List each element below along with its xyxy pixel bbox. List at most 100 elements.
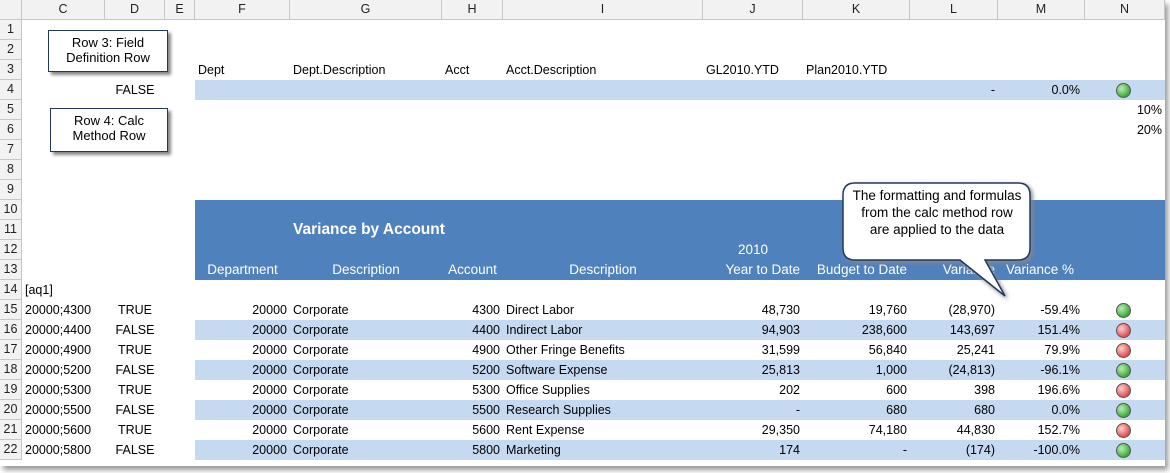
cell[interactable]: Plan2010.YTD bbox=[806, 63, 888, 77]
cell[interactable]: GL2010.YTD bbox=[706, 63, 779, 77]
row-header[interactable]: 1 bbox=[0, 20, 22, 40]
cell[interactable]: - bbox=[795, 403, 800, 417]
column-header[interactable]: C bbox=[22, 0, 105, 20]
cell[interactable]: -96.1% bbox=[1040, 363, 1080, 377]
cell[interactable]: Corporate bbox=[293, 343, 349, 357]
cell[interactable]: Variance bbox=[942, 262, 995, 277]
cell[interactable]: 94,903 bbox=[761, 323, 800, 337]
cell[interactable]: Dept bbox=[198, 63, 225, 77]
cell[interactable]: 56,840 bbox=[868, 343, 907, 357]
cell[interactable]: 20000;5200 bbox=[25, 363, 92, 377]
cell[interactable]: 25,813 bbox=[761, 363, 800, 377]
cell[interactable]: Software Expense bbox=[506, 363, 608, 377]
cell[interactable]: Rent Expense bbox=[506, 423, 585, 437]
column-header[interactable]: M bbox=[998, 0, 1085, 20]
cell[interactable]: Description bbox=[332, 262, 400, 277]
cell[interactable]: (174) bbox=[965, 443, 995, 457]
cell[interactable]: 48,730 bbox=[761, 303, 800, 317]
cell[interactable]: 20000 bbox=[252, 323, 287, 337]
cell[interactable]: 74,180 bbox=[868, 423, 907, 437]
cell[interactable]: 151.4% bbox=[1037, 323, 1080, 337]
cell[interactable]: 20000;5500 bbox=[25, 403, 92, 417]
cell[interactable]: 20000;4300 bbox=[25, 303, 92, 317]
cell[interactable]: FALSE bbox=[115, 403, 155, 417]
cell[interactable]: 143,697 bbox=[949, 323, 995, 337]
cell[interactable]: -59.4% bbox=[1040, 303, 1080, 317]
cell[interactable]: 4300 bbox=[472, 303, 500, 317]
cell[interactable]: 20000;4400 bbox=[25, 323, 92, 337]
cell[interactable]: 680 bbox=[974, 403, 995, 417]
cell[interactable]: 238,600 bbox=[861, 323, 907, 337]
row-header[interactable]: 10 bbox=[0, 200, 22, 220]
cell[interactable]: 29,350 bbox=[761, 423, 800, 437]
cell[interactable]: FALSE bbox=[115, 83, 155, 97]
cell[interactable]: 5800 bbox=[472, 443, 500, 457]
row-header[interactable]: 6 bbox=[0, 120, 22, 140]
cell[interactable]: 19,760 bbox=[868, 303, 907, 317]
cell[interactable]: Corporate bbox=[293, 443, 349, 457]
cell[interactable]: 0.0% bbox=[1051, 403, 1081, 417]
column-header[interactable]: J bbox=[703, 0, 803, 20]
row-header[interactable]: 4 bbox=[0, 80, 22, 100]
cell[interactable]: 10% bbox=[1136, 103, 1162, 117]
cell[interactable]: 398 bbox=[974, 383, 995, 397]
cell[interactable]: 79.9% bbox=[1044, 343, 1080, 357]
cell[interactable]: - bbox=[902, 443, 907, 457]
cell[interactable]: Other Fringe Benefits bbox=[506, 343, 625, 357]
cell[interactable]: 20000 bbox=[252, 443, 287, 457]
cell[interactable]: 4900 bbox=[472, 343, 500, 357]
row-header[interactable]: 8 bbox=[0, 160, 22, 180]
cell[interactable]: 1,000 bbox=[875, 363, 907, 377]
cell[interactable]: Corporate bbox=[293, 303, 349, 317]
row-header[interactable]: 20 bbox=[0, 400, 22, 420]
row-header[interactable]: 15 bbox=[0, 300, 22, 320]
cell[interactable]: Corporate bbox=[293, 403, 349, 417]
cell[interactable]: 20000;5300 bbox=[25, 383, 92, 397]
row-header[interactable]: 19 bbox=[0, 380, 22, 400]
cell[interactable]: -100.0% bbox=[1033, 443, 1080, 457]
row-header[interactable]: 12 bbox=[0, 240, 22, 260]
cell[interactable]: 20000 bbox=[252, 343, 287, 357]
cell[interactable]: 20000 bbox=[252, 403, 287, 417]
column-header[interactable]: K bbox=[803, 0, 910, 20]
cell[interactable]: 20000 bbox=[252, 383, 287, 397]
cell[interactable]: 196.6% bbox=[1037, 383, 1080, 397]
row-header[interactable]: 21 bbox=[0, 420, 22, 440]
cell[interactable]: FALSE bbox=[115, 363, 155, 377]
cell[interactable]: Corporate bbox=[293, 363, 349, 377]
cell[interactable]: Corporate bbox=[293, 423, 349, 437]
cell[interactable]: 2010 bbox=[737, 242, 769, 257]
cell[interactable]: Variance by Account bbox=[293, 221, 445, 238]
cell[interactable]: Direct Labor bbox=[506, 303, 575, 317]
cell[interactable]: Account bbox=[448, 262, 497, 277]
cell[interactable]: 20000;5800 bbox=[25, 443, 92, 457]
cell[interactable]: 20000 bbox=[252, 363, 287, 377]
cell[interactable]: Variance % bbox=[1006, 262, 1075, 277]
cell[interactable]: Dept.Description bbox=[293, 63, 386, 77]
cell[interactable]: Office Supplies bbox=[506, 383, 590, 397]
column-header[interactable]: D bbox=[105, 0, 165, 20]
cell[interactable]: TRUE bbox=[117, 383, 153, 397]
column-header[interactable]: E bbox=[165, 0, 195, 20]
cell[interactable]: FALSE bbox=[115, 323, 155, 337]
cell[interactable]: Marketing bbox=[506, 443, 561, 457]
column-header[interactable]: N bbox=[1085, 0, 1165, 20]
column-header[interactable]: G bbox=[290, 0, 442, 20]
cell[interactable]: 5200 bbox=[472, 363, 500, 377]
cell[interactable]: 20000 bbox=[252, 303, 287, 317]
cell[interactable]: Acct.Description bbox=[506, 63, 597, 77]
cell[interactable]: Year to Date bbox=[725, 262, 800, 277]
row-header[interactable]: 3 bbox=[0, 60, 22, 80]
cell[interactable]: 174 bbox=[779, 443, 800, 457]
cell[interactable]: 152.7% bbox=[1037, 423, 1080, 437]
row-header[interactable]: 16 bbox=[0, 320, 22, 340]
cell[interactable]: TRUE bbox=[117, 343, 153, 357]
cell[interactable]: 5300 bbox=[472, 383, 500, 397]
column-header[interactable]: I bbox=[503, 0, 703, 20]
row-header[interactable]: 22 bbox=[0, 440, 22, 460]
cell[interactable]: 0.0% bbox=[1051, 83, 1081, 97]
row-header[interactable]: 5 bbox=[0, 100, 22, 120]
cell[interactable]: TRUE bbox=[117, 423, 153, 437]
cell[interactable]: (28,970) bbox=[948, 303, 995, 317]
cell[interactable]: 202 bbox=[779, 383, 800, 397]
